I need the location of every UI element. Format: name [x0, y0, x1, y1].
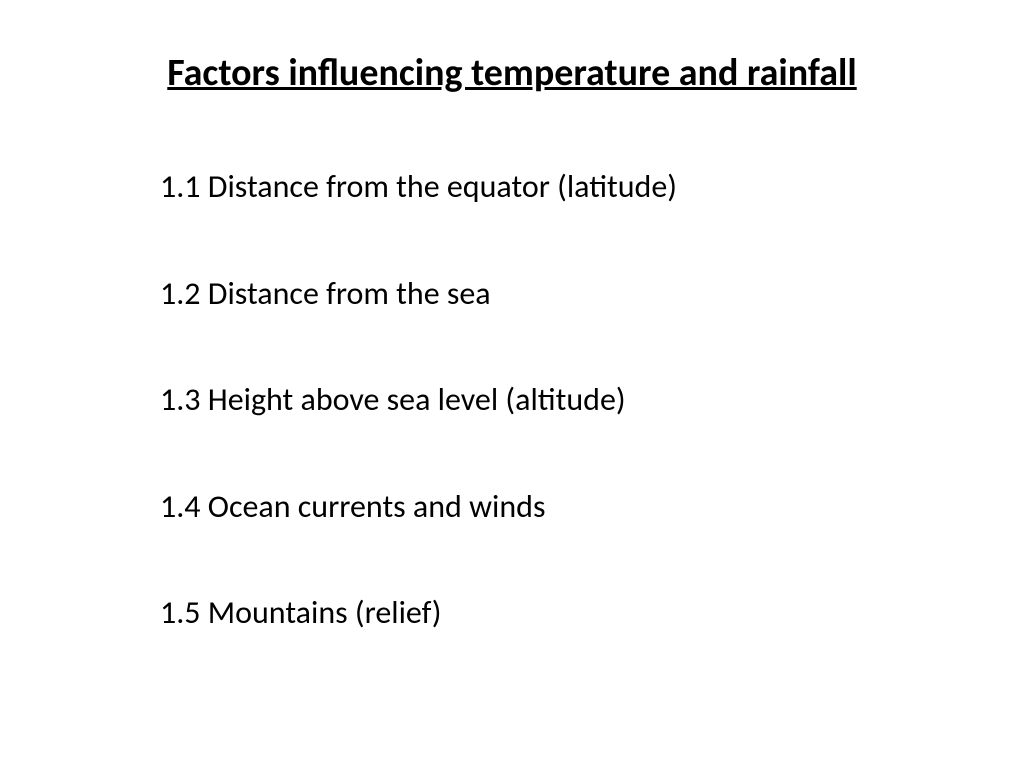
page-title: Factors influencing temperature and rain…: [70, 50, 954, 96]
list-item: 1.1 Distance from the equator (latitude): [160, 166, 954, 208]
list-item: 1.4 Ocean currents and winds: [160, 486, 954, 528]
list-item: 1.5 Mountains (relief): [160, 592, 954, 634]
factor-list: 1.1 Distance from the equator (latitude)…: [70, 166, 954, 634]
list-item: 1.2 Distance from the sea: [160, 273, 954, 315]
list-item: 1.3 Height above sea level (altitude): [160, 379, 954, 421]
